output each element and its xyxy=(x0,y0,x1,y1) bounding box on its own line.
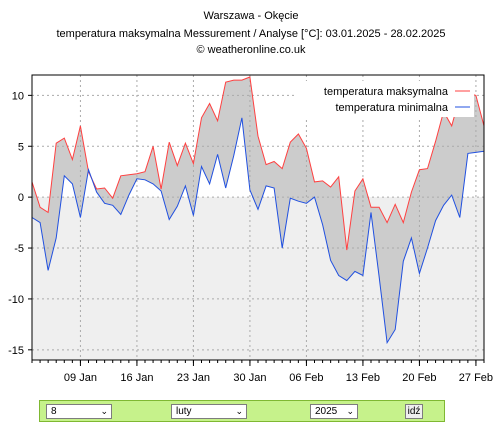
legend: temperatura maksymalna temperatura minim… xyxy=(296,81,474,117)
day-select-value: 8 xyxy=(51,406,57,417)
chevron-down-icon: ⌄ xyxy=(235,406,243,416)
chart-title: Warszawa - Okęcie xyxy=(203,10,299,22)
x-axis: 09 Jan 16 Jan 23 Jan 30 Jan 06 Feb 13 Feb 20 F… xyxy=(31,360,493,384)
y-tick-label: -5 xyxy=(14,243,24,255)
chevron-down-icon: ⌄ xyxy=(346,406,354,416)
y-axis: 10 5 0 -5 -10 -15 xyxy=(8,90,32,357)
legend-label-min: temperatura minimalna xyxy=(336,102,449,114)
x-tick-label: 20 Feb xyxy=(402,372,436,384)
month-select-value: luty xyxy=(176,406,192,417)
x-tick-label: 30 Jan xyxy=(233,372,266,384)
x-tick-label: 06 Feb xyxy=(289,372,323,384)
date-selector-bar: 8 ⌄ luty ⌄ 2025 ⌄ idź xyxy=(39,400,445,422)
y-tick-label: -10 xyxy=(8,294,24,306)
year-select-value: 2025 xyxy=(315,406,338,417)
x-tick-label: 27 Feb xyxy=(459,372,493,384)
day-select[interactable]: 8 ⌄ xyxy=(46,404,112,419)
x-tick-label: 16 Jan xyxy=(120,372,153,384)
max-temperature-line xyxy=(31,76,485,251)
legend-label-max: temperatura maksymalna xyxy=(324,86,449,98)
x-tick-label: 23 Jan xyxy=(177,372,210,384)
y-tick-label: 10 xyxy=(12,90,24,102)
year-select[interactable]: 2025 ⌄ xyxy=(310,404,358,419)
grid-overlay xyxy=(32,75,484,360)
copyright-text: © weatheronline.co.uk xyxy=(196,44,306,56)
y-tick-label: -15 xyxy=(8,345,24,357)
temperature-chart: 10 5 0 -5 -10 -15 09 Jan 16 Jan 23 Jan 30 Jan 06 … xyxy=(8,74,493,384)
y-tick-label: 0 xyxy=(18,192,24,204)
go-button[interactable]: idź xyxy=(405,404,423,419)
x-tick-label: 13 Feb xyxy=(346,372,380,384)
x-tick-label: 09 Jan xyxy=(64,372,97,384)
min-temperature-line xyxy=(31,117,485,345)
chevron-down-icon: ⌄ xyxy=(100,406,108,416)
chart-subtitle: temperatura maksymalna Messurement / Ana… xyxy=(56,28,446,40)
y-tick-label: 5 xyxy=(18,141,24,153)
month-select[interactable]: luty ⌄ xyxy=(171,404,247,419)
